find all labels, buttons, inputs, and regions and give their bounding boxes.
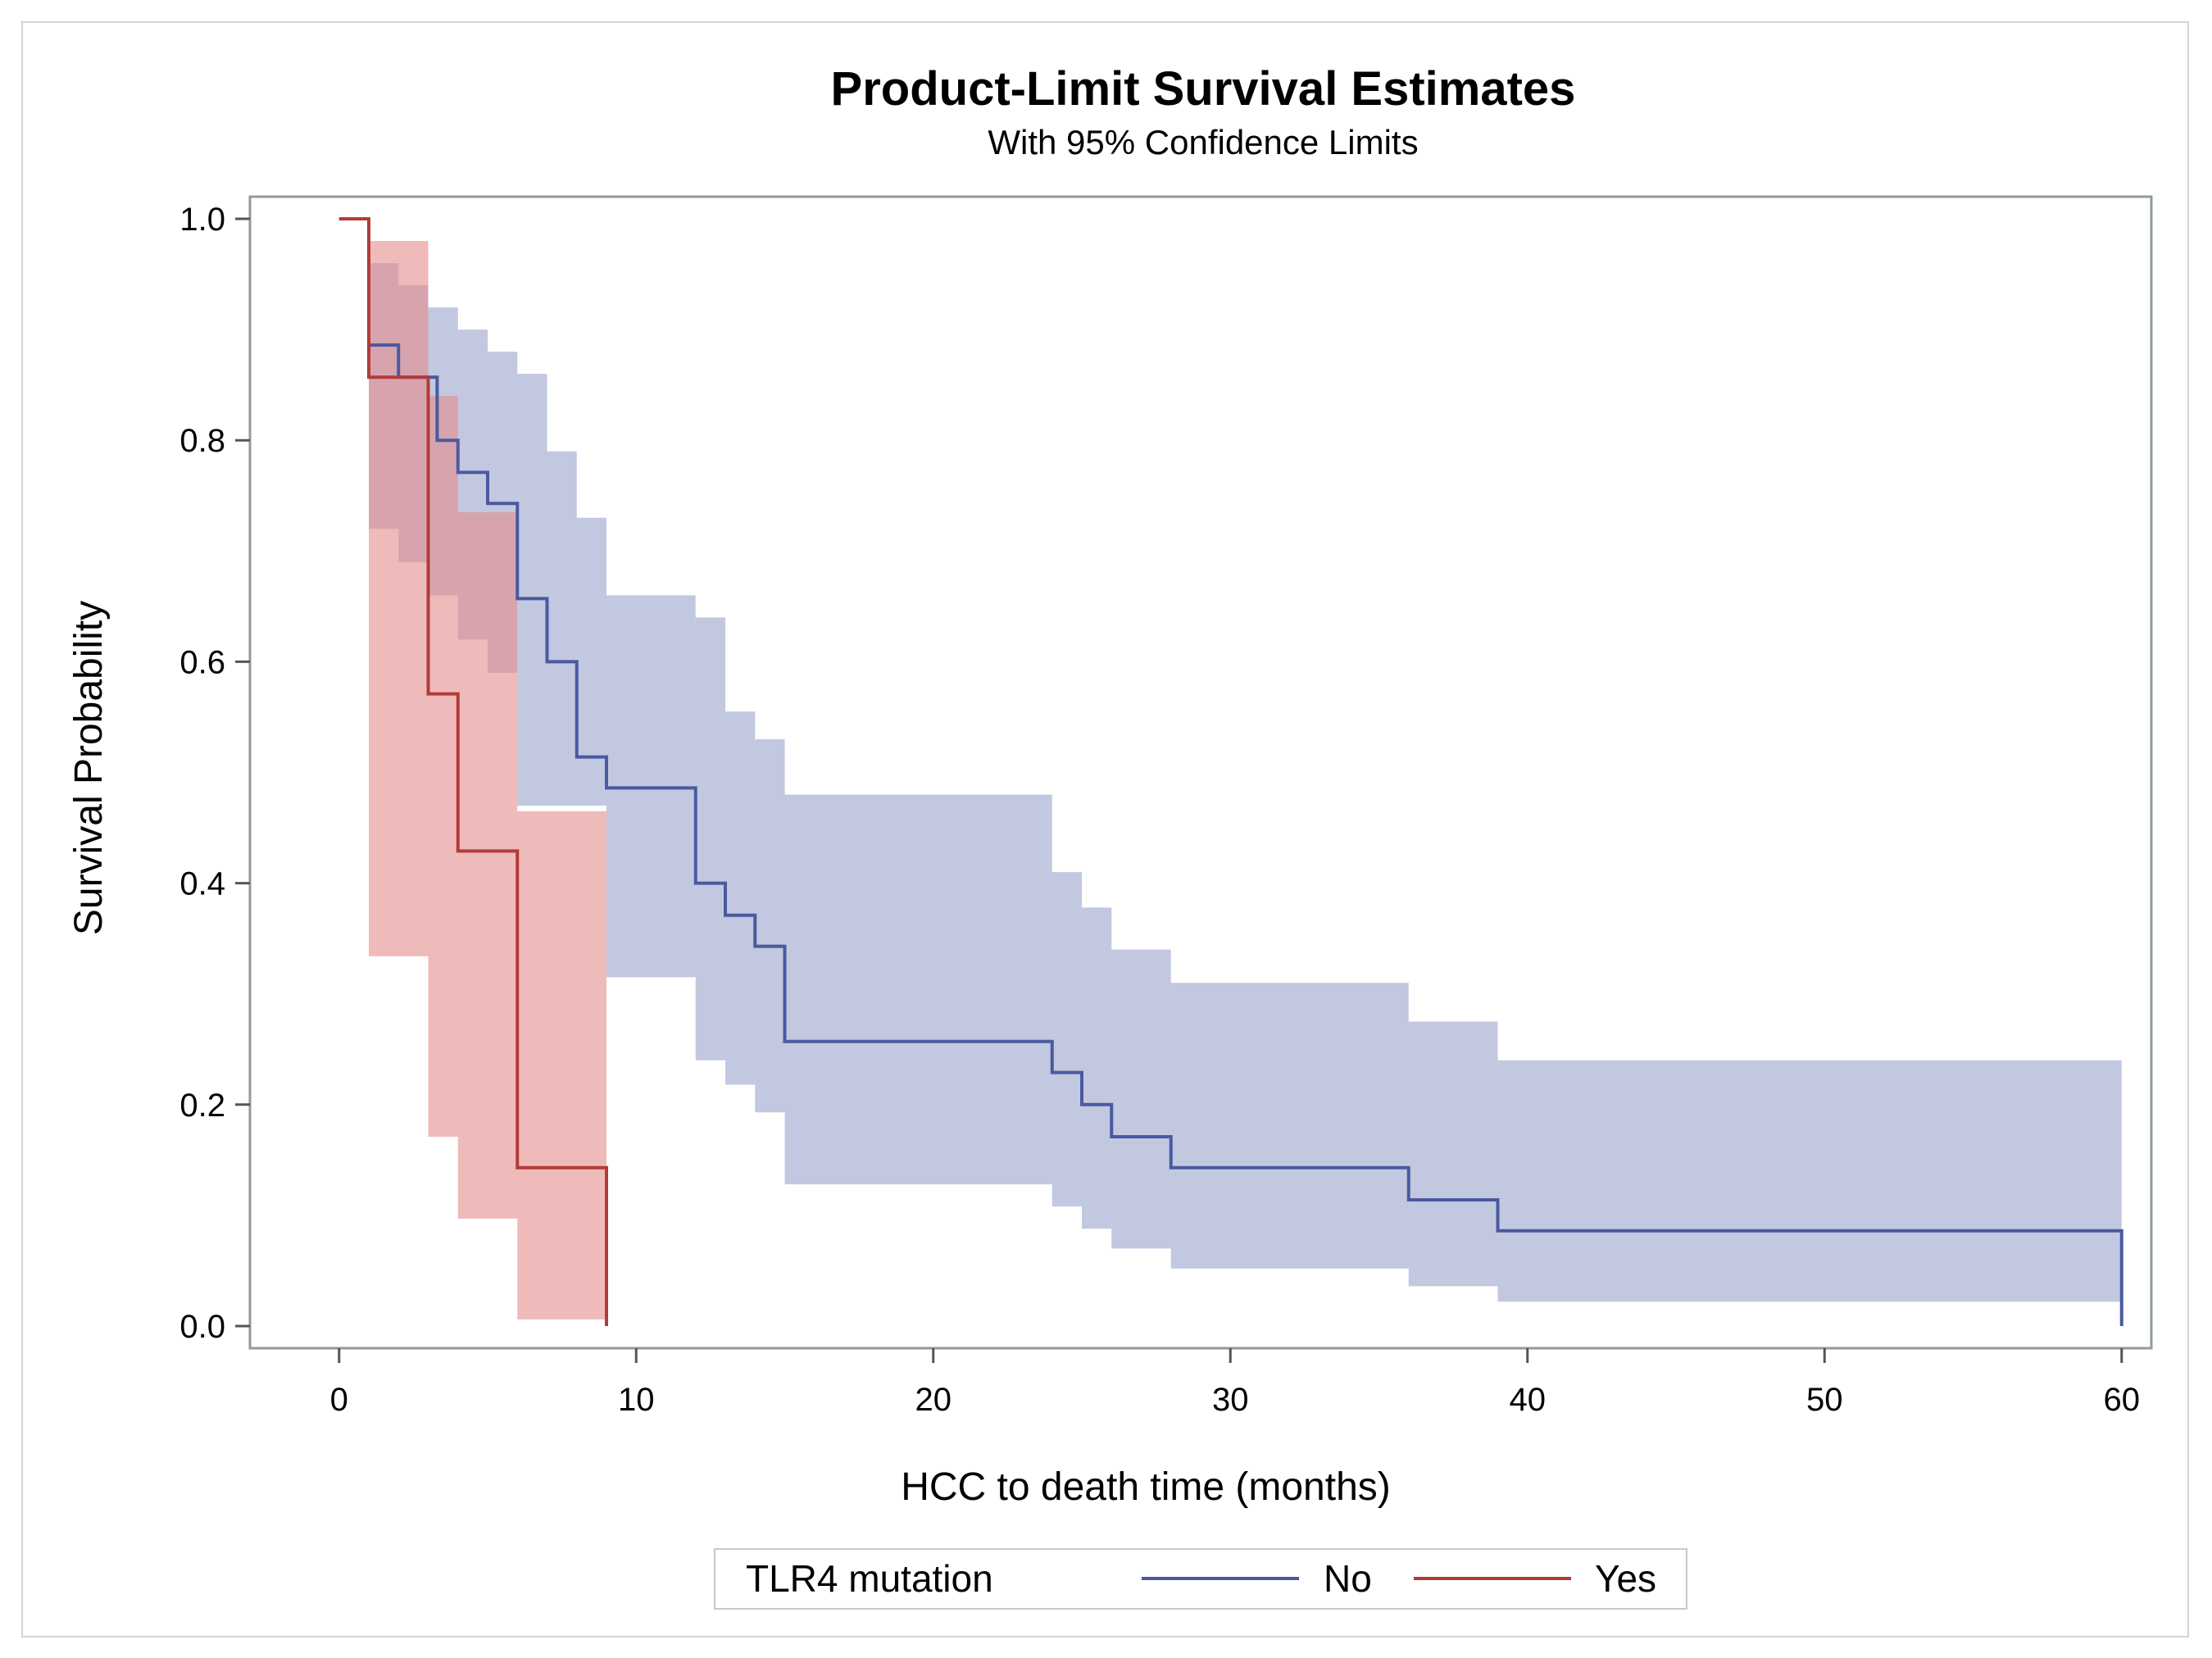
confidence-band-no-segment bbox=[1408, 1021, 1498, 1287]
confidence-band-yes-segment bbox=[457, 512, 518, 1219]
y-tick-label: 0.0 bbox=[179, 1309, 225, 1345]
y-tick-label: 0.8 bbox=[179, 423, 225, 459]
confidence-band-no-segment bbox=[725, 711, 756, 1085]
confidence-band-no-segment bbox=[547, 451, 577, 806]
confidence-band-no-segment bbox=[1082, 907, 1112, 1229]
survival-curves bbox=[338, 217, 2123, 1326]
chart-subtitle: With 95% Confidence Limits bbox=[988, 123, 1418, 161]
confidence-bands bbox=[369, 241, 2122, 1320]
confidence-band-no-segment bbox=[606, 595, 696, 978]
x-tick-label: 0 bbox=[330, 1382, 348, 1418]
x-tick-label: 60 bbox=[2104, 1382, 2141, 1418]
confidence-band-no-segment bbox=[784, 794, 1052, 1185]
x-tick-label: 40 bbox=[1510, 1382, 1547, 1418]
survival-curve-yes bbox=[338, 217, 608, 1326]
chart-title: Product-Limit Survival Estimates bbox=[831, 62, 1576, 116]
y-tick-label: 0.2 bbox=[179, 1088, 225, 1124]
confidence-band-yes-segment bbox=[428, 396, 458, 1137]
plot-area-border bbox=[248, 195, 2153, 1350]
confidence-band-no-segment bbox=[755, 738, 785, 1113]
legend-label-no: No bbox=[1324, 1557, 1372, 1600]
y-tick-label: 1.0 bbox=[179, 202, 225, 238]
confidence-band-yes-segment bbox=[517, 811, 606, 1320]
x-tick-label: 30 bbox=[1212, 1382, 1249, 1418]
x-tick-label: 10 bbox=[618, 1382, 655, 1418]
legend-title: TLR4 mutation bbox=[746, 1557, 993, 1600]
survival-curve-no bbox=[338, 217, 2123, 1326]
x-axis-label: HCC to death time (months) bbox=[901, 1465, 1391, 1509]
x-tick-label: 20 bbox=[915, 1382, 952, 1418]
confidence-band-no-segment bbox=[576, 517, 606, 806]
x-tick-label: 50 bbox=[1806, 1382, 1843, 1418]
y-axis-label: Survival Probability bbox=[67, 601, 111, 935]
y-tick-label: 0.4 bbox=[179, 866, 225, 902]
y-tick-label: 0.6 bbox=[179, 644, 225, 680]
confidence-band-no-segment bbox=[1111, 949, 1171, 1249]
confidence-band-no-segment bbox=[517, 374, 547, 806]
legend: TLR4 mutation No Yes bbox=[714, 1548, 1687, 1610]
x-axis: 0 10 20 30 40 50 60 bbox=[330, 1348, 2140, 1418]
confidence-band-no-segment bbox=[1170, 983, 1409, 1269]
confidence-band-no-segment bbox=[695, 617, 725, 1061]
y-axis: 0.0 0.2 0.4 0.6 0.8 1.0 bbox=[179, 202, 250, 1345]
confidence-band-no-segment bbox=[1051, 872, 1082, 1207]
legend-label-yes: Yes bbox=[1595, 1557, 1656, 1600]
confidence-band-no-segment bbox=[1497, 1060, 2122, 1302]
